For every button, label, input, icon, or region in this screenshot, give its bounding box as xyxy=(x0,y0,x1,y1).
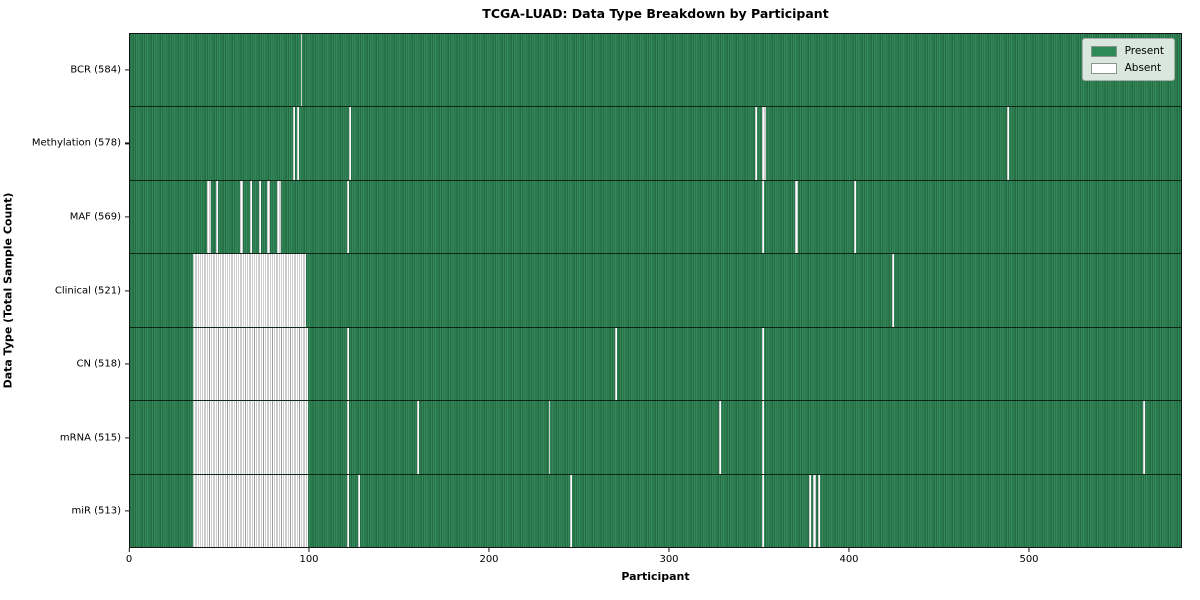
x-tick-label: 100 xyxy=(299,554,319,565)
x-tick-500: 500 xyxy=(1019,548,1039,565)
x-tick-mark xyxy=(848,548,850,552)
plot-area xyxy=(129,33,1182,548)
absent-stripe xyxy=(794,180,799,254)
absent-stripe xyxy=(239,180,244,254)
x-tick-400: 400 xyxy=(839,548,859,565)
absent-stripe xyxy=(762,401,765,474)
x-tick-label: 200 xyxy=(479,554,499,565)
y-axis: BCR (584) Methylation (578) MAF (569) Clini… xyxy=(0,33,129,548)
absent-stripe xyxy=(192,327,308,401)
absent-stripe xyxy=(548,401,551,474)
absent-stripe xyxy=(762,327,765,401)
legend-item-absent: Absent xyxy=(1090,62,1164,74)
absent-stripe xyxy=(719,401,722,474)
absent-stripe xyxy=(891,254,894,327)
absent-stripe xyxy=(809,474,811,547)
y-tick-mark xyxy=(125,437,129,439)
y-tick-mark xyxy=(125,363,129,365)
absent-stripe xyxy=(812,474,817,547)
legend-label: Present xyxy=(1124,45,1164,57)
y-tick-label-maf: MAF (569) xyxy=(69,211,121,223)
absent-stripe xyxy=(358,474,360,547)
absent-stripe xyxy=(818,474,820,547)
x-tick-mark xyxy=(128,548,130,552)
absent-stripe xyxy=(207,180,211,254)
chart-title: TCGA-LUAD: Data Type Breakdown by Partic… xyxy=(482,6,829,21)
legend-swatch-absent xyxy=(1090,62,1117,74)
absent-stripe xyxy=(266,180,271,254)
absent-stripe xyxy=(192,474,308,547)
heatmap-row-maf xyxy=(130,180,1181,255)
x-axis: 0 100 200 300 400 500 xyxy=(126,548,1182,578)
absent-stripe xyxy=(347,327,350,401)
absent-stripe xyxy=(762,180,765,254)
x-tick-100: 100 xyxy=(299,548,319,565)
absent-stripe xyxy=(347,401,350,474)
legend-item-present: Present xyxy=(1090,45,1164,57)
y-tick-mark xyxy=(125,69,129,71)
y-tick-mark xyxy=(125,216,129,218)
heatmap-row-mir xyxy=(130,474,1181,547)
absent-stripe xyxy=(259,180,262,254)
x-tick-0: 0 xyxy=(126,548,132,565)
heatmap-row-methylation xyxy=(130,107,1181,181)
absent-stripe xyxy=(762,107,766,180)
y-tick-label-clinical: Clinical (521) xyxy=(54,285,121,296)
y-tick-label-cn: CN (518) xyxy=(76,358,121,370)
y-tick-label-mrna: mRNA (515) xyxy=(59,432,121,444)
heatmap-row-bcr xyxy=(130,34,1181,108)
absent-stripe xyxy=(300,34,303,107)
absent-stripe xyxy=(297,107,299,180)
x-tick-label: 0 xyxy=(125,554,133,565)
heatmap-row-clinical xyxy=(130,254,1181,328)
absent-stripe xyxy=(277,180,281,254)
x-tick-label: 500 xyxy=(1019,554,1039,565)
legend: Present Absent xyxy=(1081,38,1175,81)
x-tick-mark xyxy=(668,548,670,552)
absent-stripe xyxy=(347,180,350,254)
heatmap-row-cn xyxy=(130,327,1181,402)
heatmap-row-mrna xyxy=(130,401,1181,475)
absent-stripe xyxy=(216,180,219,254)
absent-stripe xyxy=(192,254,307,327)
x-tick-200: 200 xyxy=(479,548,499,565)
absent-stripe xyxy=(192,401,308,474)
absent-stripe xyxy=(854,180,856,254)
x-tick-label: 300 xyxy=(659,554,679,565)
absent-stripe xyxy=(762,474,765,547)
x-tick-label: 400 xyxy=(839,554,859,565)
x-tick-300: 300 xyxy=(659,548,679,565)
y-tick-mark xyxy=(125,510,129,512)
x-tick-mark xyxy=(308,548,310,552)
y-tick-label-mir: miR (513) xyxy=(71,505,121,517)
absent-stripe xyxy=(1006,107,1009,180)
absent-stripe xyxy=(1143,401,1146,474)
absent-stripe xyxy=(349,107,351,180)
y-tick-mark xyxy=(125,142,129,144)
legend-swatch-present xyxy=(1090,45,1117,57)
absent-stripe xyxy=(293,107,296,180)
absent-stripe xyxy=(347,474,350,547)
absent-stripe xyxy=(755,107,757,180)
x-tick-mark xyxy=(488,548,490,552)
y-tick-label-bcr: BCR (584) xyxy=(70,64,121,76)
absent-stripe xyxy=(615,327,617,401)
y-tick-label-methylation: Methylation (578) xyxy=(31,137,121,149)
y-tick-mark xyxy=(125,289,129,292)
x-axis-label: Participant xyxy=(621,570,690,583)
absent-stripe xyxy=(417,401,420,474)
legend-label: Absent xyxy=(1124,62,1162,74)
x-tick-mark xyxy=(1028,548,1030,552)
absent-stripe xyxy=(570,474,572,547)
absent-stripe xyxy=(250,180,253,254)
